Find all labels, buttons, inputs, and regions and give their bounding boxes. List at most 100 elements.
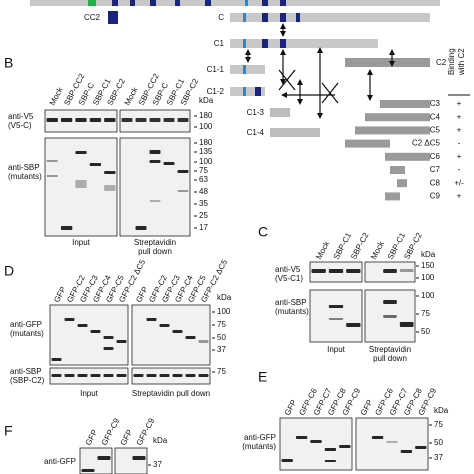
construct-domain: [255, 87, 261, 96]
kda-label: 75: [421, 309, 430, 318]
antibody-label: anti-V5: [275, 265, 301, 274]
band: [104, 185, 116, 191]
cross: [278, 69, 296, 91]
group-label: pull down: [373, 354, 407, 363]
band: [146, 374, 157, 377]
construct-domain: [262, 13, 268, 22]
group-label: Input: [327, 345, 346, 354]
construct-bar: [345, 139, 390, 148]
antibody-label: anti-SBP: [10, 367, 42, 376]
kda-label: 50: [421, 327, 430, 336]
construct-label: C3: [430, 99, 441, 108]
band: [371, 436, 384, 439]
binding-result: -: [458, 139, 461, 148]
band: [324, 448, 337, 451]
construct-label: C1-3: [247, 108, 265, 117]
band: [383, 315, 397, 318]
kda-label: 50: [217, 333, 226, 342]
construct-label: C9: [430, 192, 441, 201]
band: [103, 336, 114, 339]
kda-label: 100: [199, 122, 213, 131]
construct-label: C7: [430, 165, 441, 174]
antibody-label: anti-SBP: [275, 298, 307, 307]
binding-result: +: [457, 192, 462, 201]
antibody-label: anti-GFP: [10, 320, 42, 329]
band: [386, 441, 398, 443]
blot: [131, 367, 211, 385]
construct-bar: [230, 87, 265, 96]
kda-label: 48: [199, 187, 208, 196]
kda-label: 17: [199, 223, 208, 232]
lane-label: GFP: [119, 428, 135, 447]
band: [75, 151, 87, 154]
band: [339, 445, 351, 448]
band: [163, 118, 175, 122]
kda-label: 100: [199, 157, 213, 166]
antibody-label: anti-SBP: [8, 163, 40, 172]
band: [46, 175, 58, 177]
band: [399, 322, 414, 327]
construct-domain: [280, 39, 286, 48]
antibody-target: (mutants): [275, 307, 309, 316]
kda-label: 37: [217, 345, 226, 354]
band: [328, 318, 344, 320]
construct-domain: [296, 13, 300, 22]
cc2-box: [108, 11, 118, 24]
band: [135, 226, 147, 230]
construct-label: C2 ΔC5: [412, 139, 441, 148]
band: [121, 118, 133, 122]
construct-bar: [385, 192, 400, 201]
group-label: pull down: [138, 247, 172, 256]
kda-label: 63: [199, 175, 208, 184]
cross: [321, 82, 339, 104]
group-label: Input: [80, 389, 99, 398]
band: [75, 118, 87, 122]
band: [172, 374, 183, 377]
construct-bar: [397, 179, 407, 188]
band: [159, 324, 170, 327]
lane-label: GFP: [84, 428, 100, 447]
band: [399, 269, 414, 272]
band: [97, 456, 111, 460]
band: [103, 347, 114, 350]
construct-label: C1: [214, 39, 225, 48]
construct-bar: [345, 58, 430, 67]
kda-label: 75: [217, 320, 226, 329]
band: [346, 323, 361, 327]
band: [64, 318, 75, 321]
group-label: Streptavidin: [369, 345, 411, 354]
construct-label: C1-2: [207, 87, 225, 96]
blot: [355, 417, 429, 471]
band: [149, 118, 161, 122]
construct-bar: [270, 128, 320, 137]
band: [281, 459, 293, 462]
lane-label: GFP: [359, 398, 375, 417]
kda-label: 50: [434, 438, 443, 447]
kda-label: 75: [199, 166, 208, 175]
lane-label: GFP: [283, 398, 299, 417]
band: [116, 374, 127, 377]
construct-domain: [243, 13, 246, 22]
kda-unit: kDa: [217, 293, 232, 302]
band: [295, 436, 308, 439]
antibody-target: (SBP-C2): [10, 376, 45, 385]
band: [90, 330, 101, 333]
band: [104, 171, 116, 174]
cc2-label: CC2: [84, 13, 101, 22]
blot: [49, 367, 129, 385]
band: [198, 340, 209, 343]
binding-header: with C2: [457, 48, 466, 76]
band: [383, 269, 397, 273]
binding-result: +: [457, 126, 462, 135]
kda-label: 180: [199, 138, 213, 147]
band: [400, 450, 413, 453]
band: [383, 300, 397, 304]
band: [328, 269, 344, 273]
construct-label: C1-4: [247, 128, 265, 137]
band: [185, 336, 196, 339]
kda-unit: kDa: [434, 406, 449, 415]
blot: [131, 304, 211, 366]
kda-label: 135: [199, 147, 213, 156]
band: [310, 440, 322, 443]
